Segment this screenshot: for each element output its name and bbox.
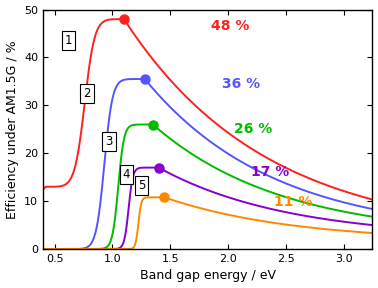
Text: 3: 3 <box>105 135 113 148</box>
Text: 17 %: 17 % <box>251 165 289 179</box>
Text: 2: 2 <box>83 87 91 100</box>
Y-axis label: Efficiency under AM1.5G / %: Efficiency under AM1.5G / % <box>6 40 19 219</box>
Text: 26 %: 26 % <box>234 122 272 136</box>
Text: 4: 4 <box>122 168 130 181</box>
Text: 5: 5 <box>138 179 145 192</box>
Text: 1: 1 <box>65 34 72 47</box>
X-axis label: Band gap energy / eV: Band gap energy / eV <box>140 270 276 283</box>
Text: 36 %: 36 % <box>222 77 260 91</box>
Text: 48 %: 48 % <box>211 19 249 33</box>
Text: 11 %: 11 % <box>274 195 313 209</box>
